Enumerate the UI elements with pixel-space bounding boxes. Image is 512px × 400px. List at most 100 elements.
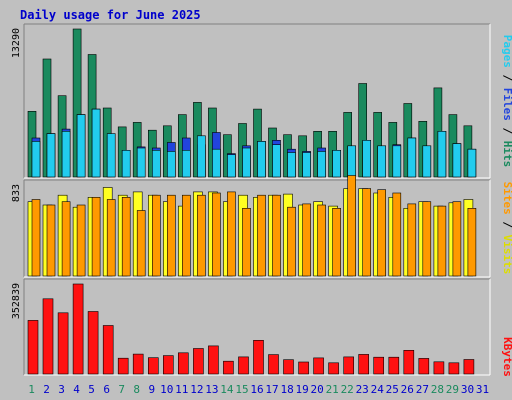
- bar-sites-26: [407, 203, 417, 277]
- bar-kbytes-16: [253, 339, 264, 375]
- bar-kbytes-13: [208, 345, 219, 375]
- bar-pages-7: [121, 150, 131, 178]
- bar-sites-20: [317, 204, 326, 277]
- bar-pages-29: [452, 143, 462, 178]
- bar-pages-10: [167, 151, 176, 178]
- x-tick-label: 17: [265, 383, 278, 396]
- bar-pages-28: [437, 131, 447, 178]
- bar-pages-20: [317, 151, 326, 178]
- bar-sites-19: [302, 203, 311, 277]
- legend-label-part: Sites: [501, 182, 512, 215]
- bar-pages-18: [287, 152, 296, 178]
- bar-kbytes-26: [403, 349, 415, 375]
- bar-sites-6: [106, 199, 116, 277]
- bar-sites-17: [272, 194, 281, 277]
- bar-sites-22: [347, 175, 357, 277]
- bar-pages-2: [46, 133, 56, 178]
- y-max-label: 13290: [11, 28, 22, 58]
- bar-sites-27: [422, 201, 432, 277]
- legend-label-part: Visits: [501, 235, 512, 275]
- bar-kbytes-8: [132, 353, 144, 375]
- x-tick-label: 24: [371, 383, 385, 396]
- bar-pages-13: [212, 148, 221, 178]
- bar-sites-9: [152, 194, 161, 277]
- bar-sites-18: [287, 206, 296, 277]
- bar-pages-14: [227, 154, 236, 178]
- chart-title: Daily usage for June 2025: [20, 8, 201, 22]
- bar-kbytes-5: [87, 311, 99, 375]
- x-tick-label: 2: [43, 383, 50, 396]
- bar-kbytes-29: [448, 362, 460, 375]
- bar-pages-12: [197, 135, 206, 178]
- x-tick-label: 19: [295, 383, 308, 396]
- bar-pages-15: [242, 147, 251, 178]
- bar-sites-24: [377, 189, 387, 277]
- bar-pages-22: [347, 145, 357, 178]
- bar-pages-19: [302, 152, 311, 178]
- bar-pages-1: [31, 141, 41, 178]
- bar-kbytes-19: [298, 361, 309, 375]
- bar-sites-10: [167, 194, 176, 277]
- bar-kbytes-21: [328, 362, 339, 375]
- legend-label-group: KBytes: [501, 337, 512, 377]
- bar-pages-17: [272, 144, 281, 178]
- x-tick-label: 31: [476, 383, 489, 396]
- chart-panels: 13290 833 352839: [11, 23, 491, 376]
- bar-sites-30: [467, 208, 477, 277]
- bar-pages-8: [136, 147, 146, 178]
- x-tick-label: 25: [386, 383, 399, 396]
- x-tick-label: 23: [356, 383, 369, 396]
- x-tick-label: 26: [401, 383, 414, 396]
- bar-kbytes-10: [163, 355, 174, 375]
- y-max-label: 833: [11, 184, 22, 202]
- legend-label-part: /: [501, 215, 512, 235]
- x-tick-label: 21: [326, 383, 339, 396]
- x-tick-label: 5: [88, 383, 95, 396]
- legend-label-part: KBytes: [501, 337, 512, 377]
- bar-sites-1: [31, 199, 41, 277]
- bar-sites-15: [242, 208, 251, 277]
- bar-pages-30: [467, 148, 477, 178]
- bar-sites-23: [362, 188, 372, 277]
- bar-pages-23: [362, 140, 372, 178]
- bar-kbytes-30: [463, 359, 475, 375]
- x-tick-label: 27: [416, 383, 429, 396]
- bar-kbytes-11: [178, 352, 189, 375]
- bar-kbytes-20: [313, 357, 324, 375]
- legend-label-part: Pages: [501, 35, 512, 68]
- bar-pages-6: [106, 133, 116, 178]
- bar-pages-21: [332, 150, 341, 178]
- bar-pages-27: [422, 145, 432, 178]
- bar-kbytes-15: [238, 356, 249, 375]
- bar-kbytes-7: [117, 357, 129, 375]
- bar-kbytes-1: [27, 320, 39, 375]
- x-tick-label: 10: [160, 383, 173, 396]
- x-tick-label: 6: [103, 383, 110, 396]
- bar-kbytes-25: [388, 356, 400, 375]
- bar-kbytes-6: [102, 325, 114, 375]
- bar-sites-4: [76, 204, 86, 277]
- legend-label-part: Hits: [501, 141, 512, 168]
- x-tick-label: 28: [431, 383, 444, 396]
- x-tick-label: 22: [341, 383, 354, 396]
- bar-sites-29: [452, 201, 462, 277]
- bar-kbytes-4: [72, 283, 84, 375]
- bar-kbytes-23: [358, 354, 370, 375]
- bar-sites-5: [91, 197, 101, 277]
- bar-sites-28: [437, 205, 447, 277]
- legend-label-part: Files: [501, 88, 512, 121]
- bar-kbytes-17: [268, 354, 279, 375]
- legend-label-part: /: [501, 68, 512, 88]
- bar-kbytes-2: [42, 298, 54, 375]
- x-tick-label: 13: [205, 383, 218, 396]
- x-tick-label: 15: [235, 383, 248, 396]
- bar-sites-8: [136, 210, 146, 277]
- bar-pages-26: [407, 137, 417, 178]
- bar-kbytes-18: [283, 359, 294, 375]
- panel-hits-files-pages: 13290: [11, 23, 491, 179]
- bar-kbytes-27: [418, 358, 430, 375]
- x-tick-label: 18: [280, 383, 293, 396]
- bar-pages-4: [76, 114, 86, 178]
- bar-kbytes-14: [223, 360, 234, 375]
